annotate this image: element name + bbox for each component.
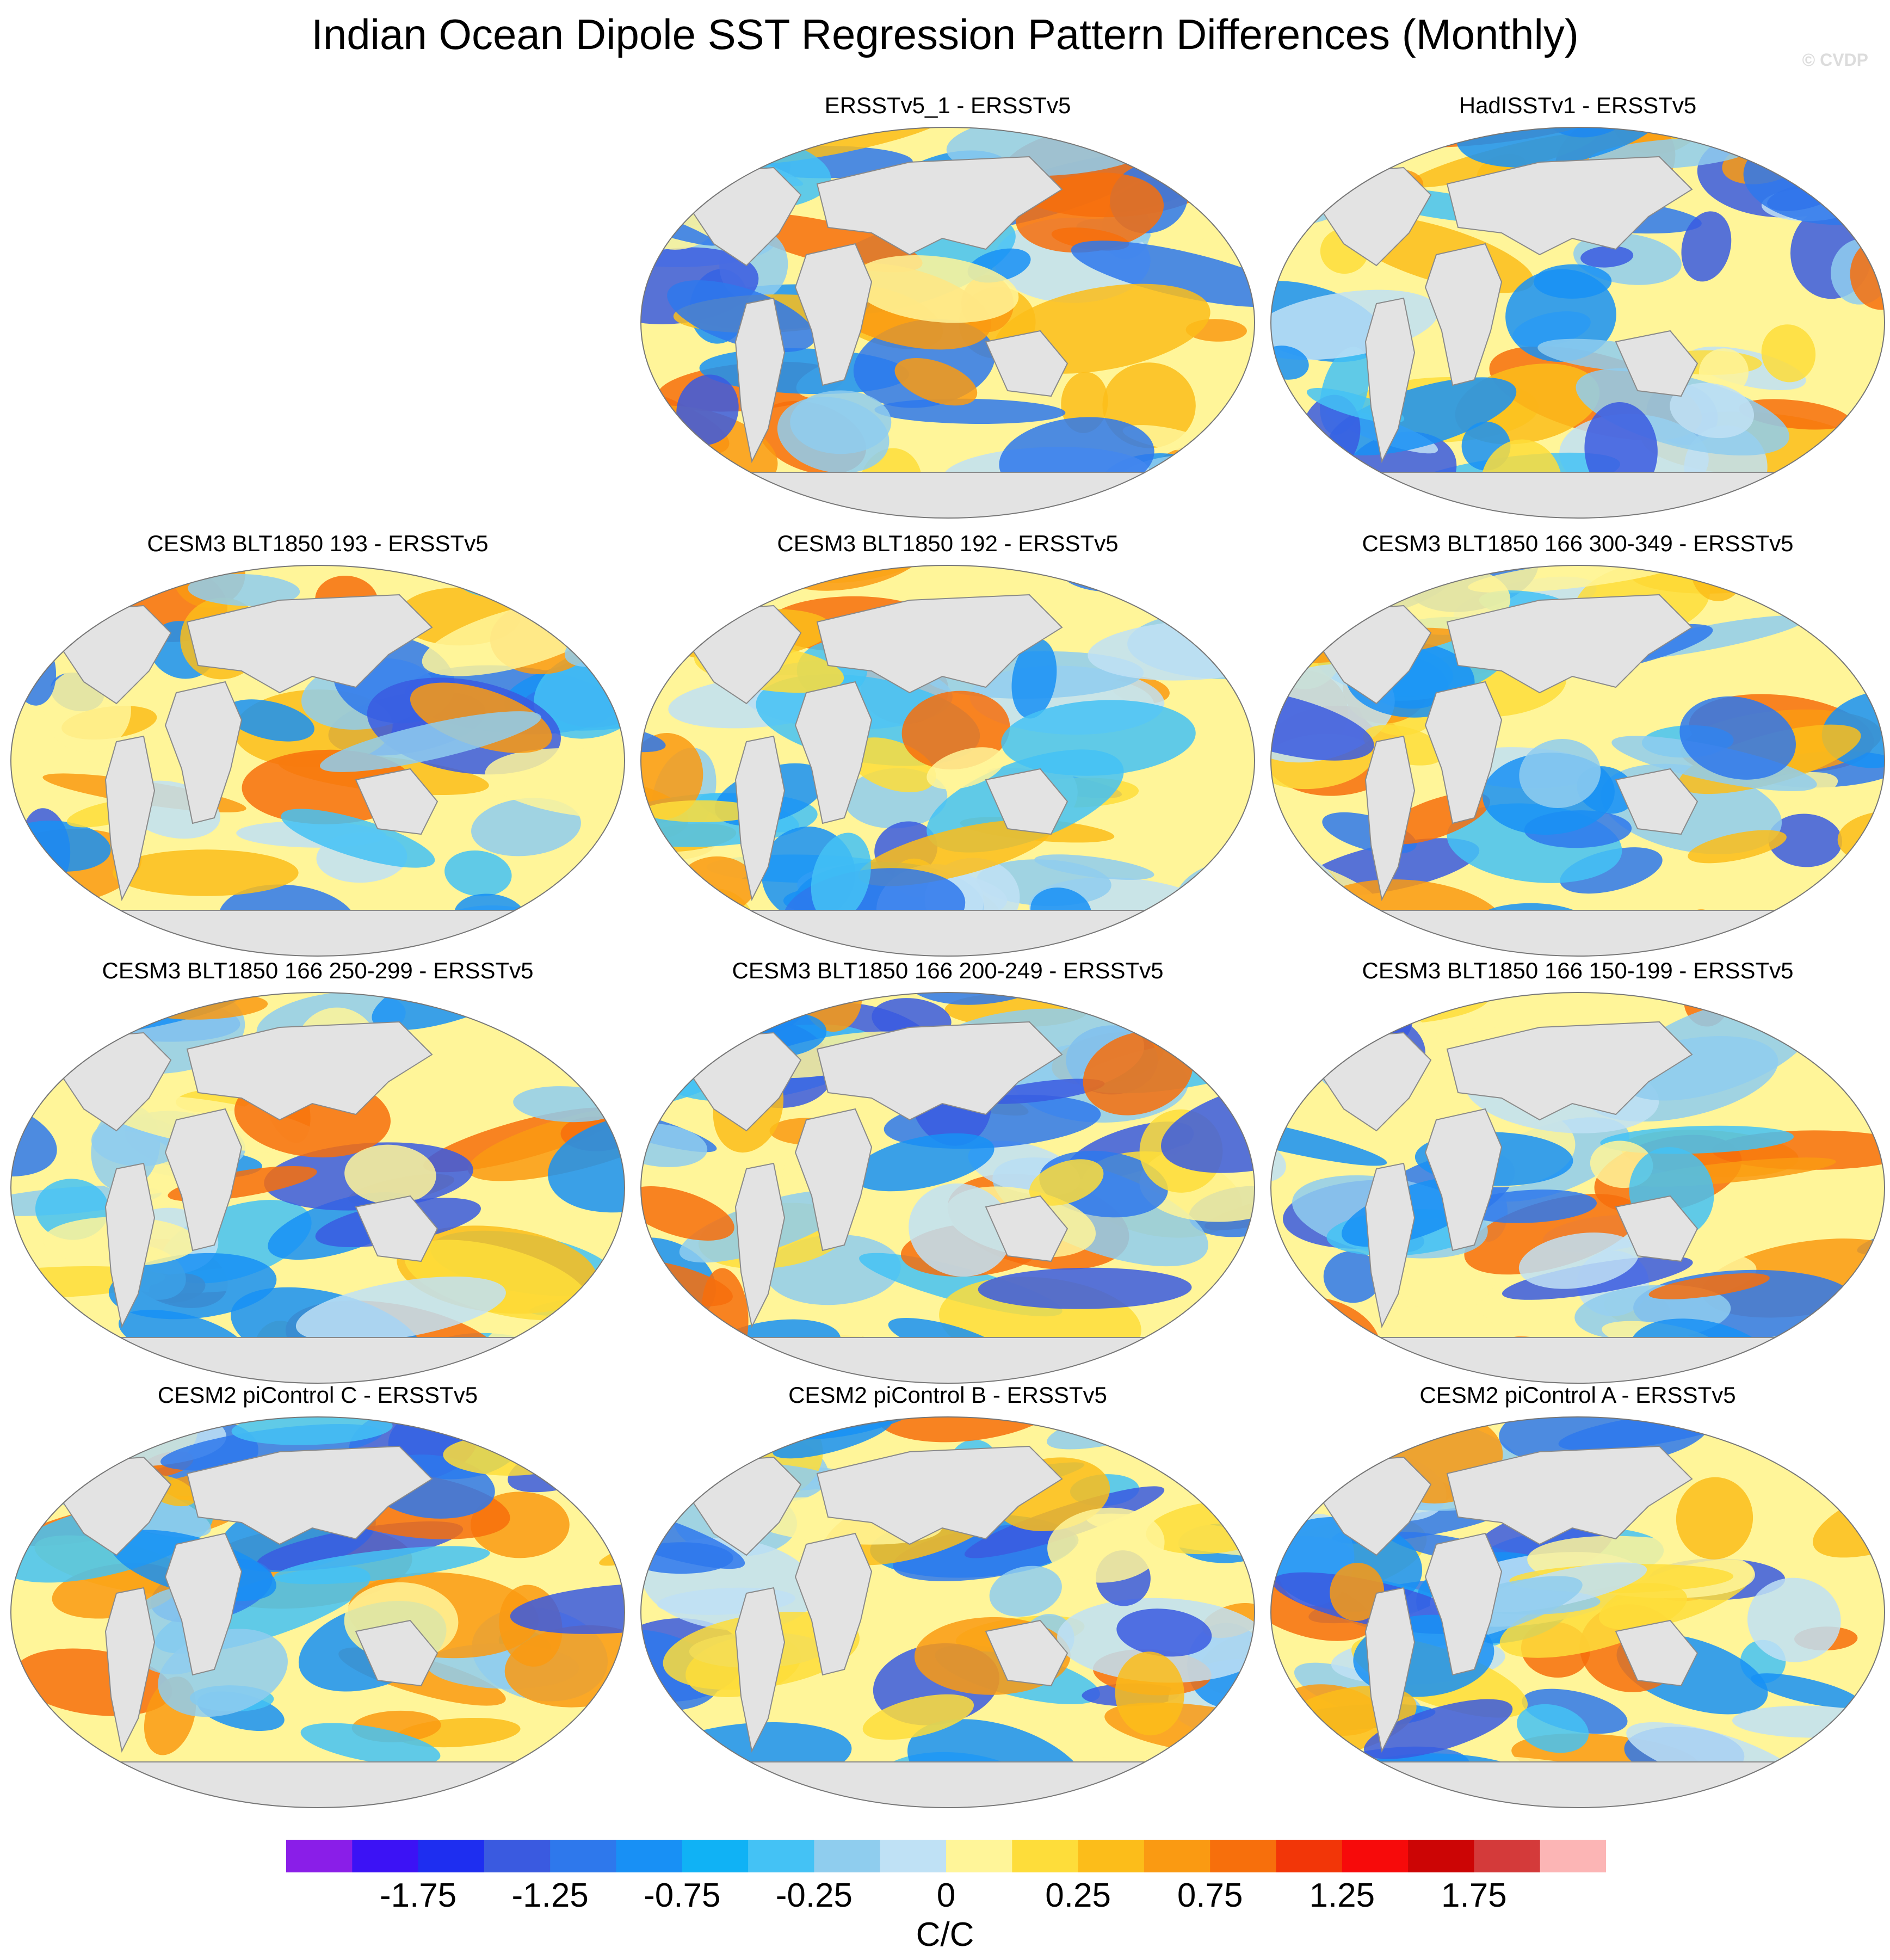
- colorbar-swatch: [550, 1840, 616, 1872]
- panel-title: CESM2 piControl C - ERSSTv5: [157, 1382, 478, 1408]
- colorbar-swatch: [1012, 1840, 1079, 1872]
- sst-map: [1270, 992, 1885, 1384]
- sst-map: [640, 127, 1255, 519]
- colorbar-swatch: [880, 1840, 947, 1872]
- panel-title: CESM3 BLT1850 166 200-249 - ERSSTv5: [732, 958, 1164, 983]
- colorbar-tick-label: -1.75: [379, 1877, 457, 1914]
- sst-map: [10, 1416, 625, 1808]
- colorbar-swatch: [814, 1840, 881, 1872]
- colorbar-tick-label: 1.75: [1441, 1877, 1507, 1914]
- colorbar-swatch: [1144, 1840, 1210, 1872]
- panel-title: CESM3 BLT1850 166 300-349 - ERSSTv5: [1362, 531, 1794, 556]
- colorbar-swatch: [616, 1840, 683, 1872]
- sst-map: [640, 565, 1255, 957]
- colorbar-swatch: [748, 1840, 814, 1872]
- colorbar-swatch: [1408, 1840, 1474, 1872]
- colorbar-swatch: [1540, 1840, 1606, 1872]
- colorbar-tick-label: -0.25: [775, 1877, 853, 1914]
- colorbar-swatch: [1210, 1840, 1276, 1872]
- panel-title: ERSSTv5_1 - ERSSTv5: [824, 93, 1071, 118]
- panel-title: CESM3 BLT1850 192 - ERSSTv5: [777, 531, 1119, 556]
- colorbar-swatch: [1474, 1840, 1541, 1872]
- colorbar-swatch: [1078, 1840, 1145, 1872]
- colorbar-swatch: [1342, 1840, 1409, 1872]
- panel-title: CESM2 piControl B - ERSSTv5: [788, 1382, 1107, 1408]
- colorbar-swatch: [418, 1840, 485, 1872]
- colorbar-swatch: [1276, 1840, 1343, 1872]
- sst-map: [640, 992, 1255, 1384]
- panel-title: CESM3 BLT1850 166 150-199 - ERSSTv5: [1362, 958, 1794, 983]
- colorbar: [286, 1840, 1606, 1872]
- colorbar-tick-label: 0.25: [1045, 1877, 1111, 1914]
- colorbar-swatch: [946, 1840, 1012, 1872]
- colorbar-swatch: [484, 1840, 551, 1872]
- sst-map: [10, 565, 625, 957]
- sst-map: [640, 1416, 1255, 1808]
- sst-map: [10, 992, 625, 1384]
- panel-title: CESM3 BLT1850 193 - ERSSTv5: [147, 531, 489, 556]
- colorbar-swatch: [682, 1840, 749, 1872]
- sst-map: [1270, 1416, 1885, 1808]
- sst-map: [1270, 127, 1885, 519]
- panel-title: CESM2 piControl A - ERSSTv5: [1419, 1382, 1736, 1408]
- cvdp-watermark: © CVDP: [1802, 50, 1868, 70]
- colorbar-units: C/C: [916, 1916, 974, 1953]
- colorbar-swatch: [286, 1840, 353, 1872]
- colorbar-tick-label: 0.75: [1177, 1877, 1243, 1914]
- colorbar-tick-label: -1.25: [511, 1877, 589, 1914]
- colorbar-tick-label: 1.25: [1309, 1877, 1375, 1914]
- panel-title: HadISSTv1 - ERSSTv5: [1459, 93, 1697, 118]
- colorbar-swatch: [352, 1840, 419, 1872]
- panel-title: CESM3 BLT1850 166 250-299 - ERSSTv5: [102, 958, 534, 983]
- colorbar-tick-label: -0.75: [644, 1877, 721, 1914]
- colorbar-tick-label: 0: [936, 1877, 956, 1914]
- figure-title: Indian Ocean Dipole SST Regression Patte…: [311, 10, 1579, 58]
- sst-map: [1270, 565, 1885, 957]
